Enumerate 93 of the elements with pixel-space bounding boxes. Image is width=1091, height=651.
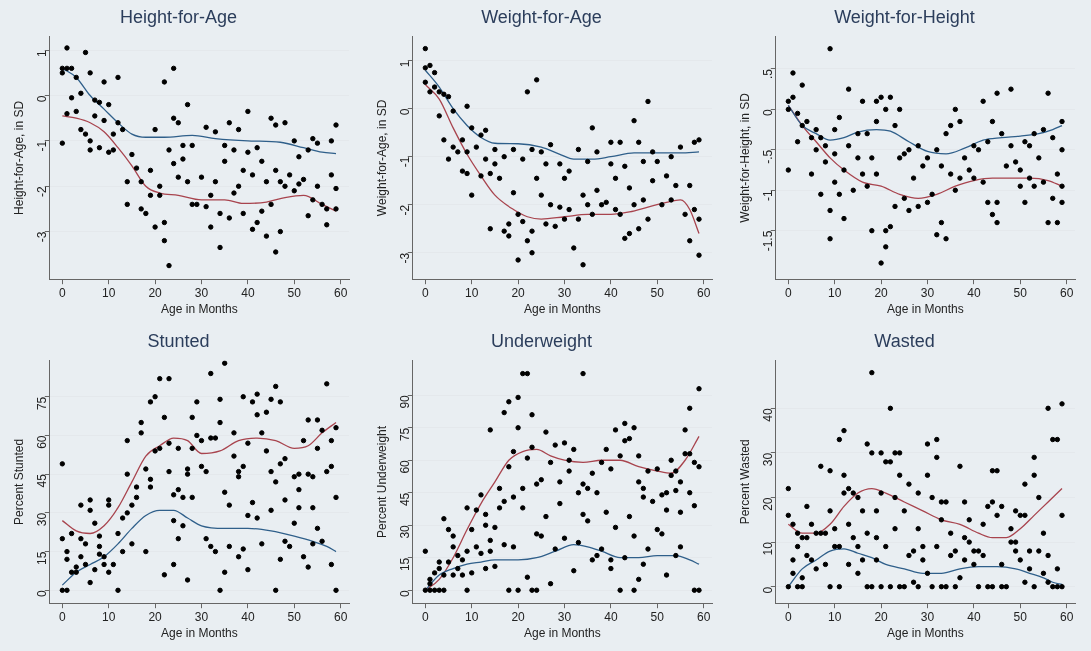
- x-tick-label: 50: [650, 285, 665, 300]
- y-axis-title: Weight-for-Height, in SD: [737, 92, 752, 223]
- x-tick-label: 0: [784, 285, 792, 300]
- y-tick-label: -2: [35, 185, 50, 197]
- x-tick-label: 10: [465, 609, 479, 624]
- y-tick-label: -3: [398, 252, 413, 264]
- x-tick-label: 10: [102, 285, 116, 300]
- x-tick-label: 0: [58, 285, 66, 300]
- y-tick-label: -1: [398, 156, 413, 168]
- y-tick-label: 10: [761, 541, 776, 556]
- x-tick-label: 30: [920, 609, 935, 624]
- x-tick-label: 40: [967, 609, 981, 624]
- y-tick-label: 75: [398, 427, 413, 442]
- x-tick-label: 60: [1059, 609, 1074, 624]
- y-tick-label: 45: [398, 492, 413, 507]
- y-tick-label: -1: [35, 140, 50, 152]
- y-axis-title: Percent Underweight: [374, 425, 389, 538]
- x-tick-label: 40: [604, 285, 618, 300]
- x-tick-label: 60: [696, 609, 711, 624]
- chart-title: Wasted: [874, 330, 935, 351]
- x-tick-label: 30: [194, 609, 209, 624]
- chart-title: Height-for-Age: [119, 6, 238, 27]
- x-tick-label: 20: [874, 609, 889, 624]
- y-tick-label: -.5: [761, 149, 776, 164]
- y-tick-label: -2: [398, 204, 413, 216]
- x-axis-title: Age in Months: [161, 302, 238, 317]
- y-tick-label: 75: [35, 396, 50, 411]
- x-tick-label: 20: [148, 285, 163, 300]
- x-tick-label: 40: [604, 609, 618, 624]
- y-tick-label: 0: [398, 589, 413, 597]
- x-tick-label: 60: [333, 285, 348, 300]
- chart-title: Underweight: [490, 330, 593, 351]
- x-tick-label: 40: [241, 609, 255, 624]
- x-tick-label: 40: [241, 285, 255, 300]
- chart-title: Weight-for-Age: [481, 6, 602, 27]
- x-tick-label: 50: [287, 609, 302, 624]
- x-tick-label: 60: [696, 285, 711, 300]
- x-tick-label: 50: [1013, 609, 1028, 624]
- x-axis-title: Age in Months: [524, 626, 601, 641]
- y-axis-title: Weight-for-Age, in SD: [374, 99, 389, 217]
- x-tick-label: 30: [920, 285, 935, 300]
- x-tick-label: 10: [828, 609, 842, 624]
- x-tick-label: 20: [874, 285, 889, 300]
- y-tick-label: 45: [35, 473, 50, 488]
- chart-title: Weight-for-Height: [834, 6, 975, 27]
- x-tick-label: 60: [333, 609, 348, 624]
- y-tick-label: 0: [761, 586, 776, 594]
- y-tick-label: 60: [398, 459, 413, 474]
- x-tick-label: 0: [421, 285, 429, 300]
- x-axis-title: Age in Months: [887, 626, 964, 641]
- x-tick-label: 40: [967, 285, 981, 300]
- x-tick-label: 50: [650, 609, 665, 624]
- y-tick-label: 0: [761, 109, 776, 117]
- y-tick-label: 15: [398, 557, 413, 572]
- y-axis-title: Percent Wasted: [737, 439, 752, 525]
- x-tick-label: 30: [557, 285, 572, 300]
- y-tick-label: -1.5: [761, 230, 776, 252]
- x-tick-label: 20: [511, 285, 526, 300]
- x-tick-label: 60: [1059, 285, 1074, 300]
- y-tick-label: 1: [35, 49, 50, 57]
- x-tick-label: 10: [465, 285, 479, 300]
- y-tick-label: 0: [35, 589, 50, 597]
- y-tick-label: 90: [398, 394, 413, 409]
- x-axis-title: Age in Months: [524, 302, 601, 317]
- y-tick-label: 0: [398, 108, 413, 116]
- x-tick-label: 0: [58, 609, 66, 624]
- y-tick-label: 20: [761, 497, 776, 511]
- x-tick-label: 10: [102, 609, 116, 624]
- y-axis-title: Height-for-Age, in SD: [11, 100, 26, 215]
- y-tick-label: .5: [761, 68, 776, 79]
- y-tick-label: 0: [35, 95, 50, 103]
- x-tick-label: 30: [194, 285, 209, 300]
- x-tick-label: 0: [784, 609, 792, 624]
- y-tick-label: 40: [761, 408, 776, 422]
- y-tick-label: -1: [761, 189, 776, 201]
- x-axis-title: Age in Months: [161, 626, 238, 641]
- x-tick-label: 20: [148, 609, 163, 624]
- y-tick-label: 1: [398, 60, 413, 68]
- chart-title: Stunted: [147, 330, 210, 351]
- x-tick-label: 50: [1013, 285, 1028, 300]
- y-tick-label: 15: [35, 551, 50, 565]
- x-tick-label: 30: [557, 609, 572, 624]
- y-tick-label: -3: [35, 231, 50, 243]
- y-tick-label: 60: [35, 435, 50, 449]
- x-tick-label: 10: [828, 285, 842, 300]
- x-axis-title: Age in Months: [887, 302, 964, 317]
- y-tick-label: 30: [398, 524, 413, 539]
- x-tick-label: 50: [287, 285, 302, 300]
- y-axis-title: Percent Stunted: [11, 438, 26, 525]
- x-tick-label: 0: [421, 609, 429, 624]
- x-tick-label: 20: [511, 609, 526, 624]
- y-tick-label: 30: [35, 512, 50, 527]
- y-tick-label: 30: [761, 452, 776, 467]
